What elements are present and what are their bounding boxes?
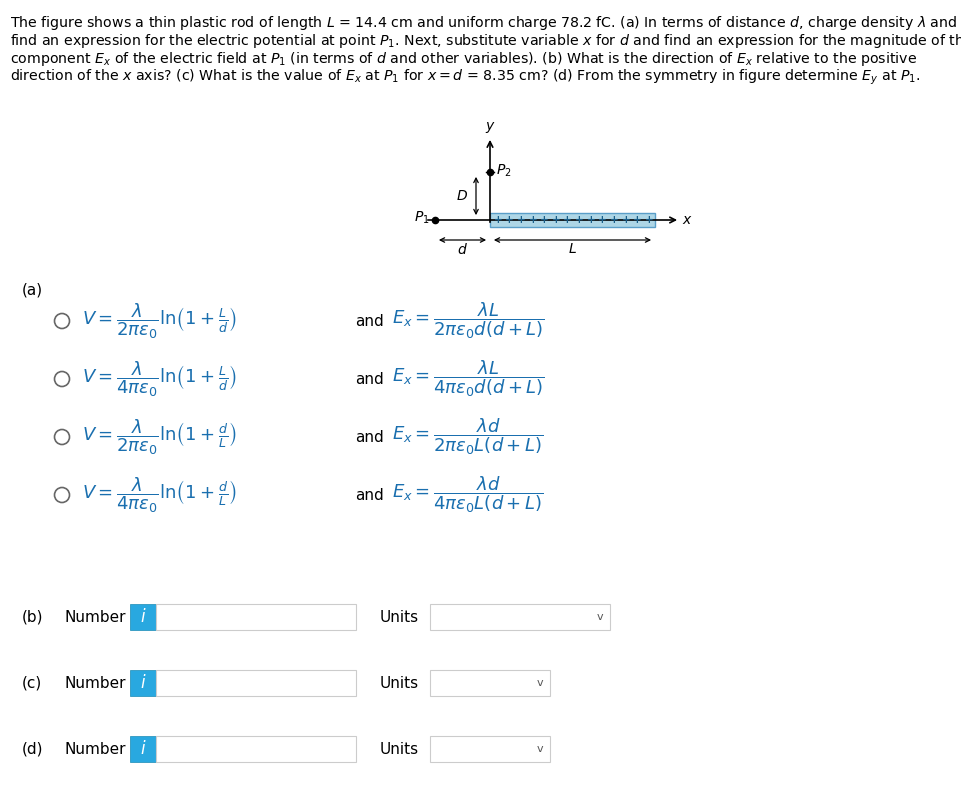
Text: +: +	[586, 215, 595, 225]
Text: Number: Number	[65, 742, 127, 756]
Text: $V = \dfrac{\lambda}{4\pi\varepsilon_0}\ln\!\left(1 + \frac{d}{L}\right)$: $V = \dfrac{\lambda}{4\pi\varepsilon_0}\…	[82, 475, 236, 515]
Text: Units: Units	[380, 609, 419, 625]
Text: $P_1$: $P_1$	[414, 210, 430, 226]
FancyBboxPatch shape	[156, 604, 356, 630]
Text: (c): (c)	[22, 675, 42, 690]
Text: and: and	[355, 371, 383, 386]
Text: Number: Number	[65, 675, 127, 690]
Text: $E_x = \dfrac{\lambda d}{4\pi\varepsilon_0 L(d + L)}$: $E_x = \dfrac{\lambda d}{4\pi\varepsilon…	[392, 474, 544, 515]
Text: v: v	[536, 678, 543, 688]
FancyBboxPatch shape	[130, 670, 156, 696]
Text: $E_x = \dfrac{\lambda d}{2\pi\varepsilon_0 L(d + L)}$: $E_x = \dfrac{\lambda d}{2\pi\varepsilon…	[392, 417, 544, 457]
Text: +: +	[563, 215, 572, 225]
Text: direction of the $x$ axis? (c) What is the value of $E_x$ at $P_1$ for $x = d$ =: direction of the $x$ axis? (c) What is t…	[10, 68, 921, 87]
FancyBboxPatch shape	[430, 736, 550, 762]
Text: $i$: $i$	[139, 740, 146, 758]
Text: and: and	[355, 429, 383, 444]
Text: +: +	[575, 215, 583, 225]
Text: $d$: $d$	[457, 242, 468, 257]
Text: component $E_x$ of the electric field at $P_1$ (in terms of $d$ and other variab: component $E_x$ of the electric field at…	[10, 50, 917, 68]
Text: Units: Units	[380, 742, 419, 756]
Text: $E_x = \dfrac{\lambda L}{4\pi\varepsilon_0 d(d + L)}$: $E_x = \dfrac{\lambda L}{4\pi\varepsilon…	[392, 359, 545, 400]
Text: +: +	[552, 215, 560, 225]
Text: $i$: $i$	[139, 608, 146, 626]
Text: $V = \dfrac{\lambda}{2\pi\varepsilon_0}\ln\!\left(1 + \frac{L}{d}\right)$: $V = \dfrac{\lambda}{2\pi\varepsilon_0}\…	[82, 301, 236, 341]
Text: $P_2$: $P_2$	[496, 163, 511, 179]
Text: $V = \dfrac{\lambda}{2\pi\varepsilon_0}\ln\!\left(1 + \frac{d}{L}\right)$: $V = \dfrac{\lambda}{2\pi\varepsilon_0}\…	[82, 417, 236, 457]
Text: +: +	[505, 215, 514, 225]
Text: $y$: $y$	[484, 120, 495, 135]
Text: and: and	[355, 488, 383, 503]
Text: and: and	[355, 314, 383, 329]
Text: $i$: $i$	[139, 674, 146, 692]
Text: +: +	[645, 215, 653, 225]
Text: $E_x = \dfrac{\lambda L}{2\pi\varepsilon_0 d(d + L)}$: $E_x = \dfrac{\lambda L}{2\pi\varepsilon…	[392, 301, 545, 341]
FancyBboxPatch shape	[156, 736, 356, 762]
Text: +: +	[622, 215, 630, 225]
Text: find an expression for the electric potential at point $P_1$. Next, substitute v: find an expression for the electric pote…	[10, 32, 961, 50]
Text: (d): (d)	[22, 742, 43, 756]
Text: +: +	[529, 215, 537, 225]
Text: $L$: $L$	[568, 242, 577, 256]
Text: +: +	[598, 215, 607, 225]
FancyBboxPatch shape	[490, 213, 655, 227]
FancyBboxPatch shape	[430, 604, 610, 630]
Text: +: +	[633, 215, 642, 225]
Text: $V = \dfrac{\lambda}{4\pi\varepsilon_0}\ln\!\left(1 + \frac{L}{d}\right)$: $V = \dfrac{\lambda}{4\pi\varepsilon_0}\…	[82, 359, 236, 399]
Text: v: v	[597, 612, 604, 622]
Text: Units: Units	[380, 675, 419, 690]
Text: $D$: $D$	[456, 189, 468, 203]
FancyBboxPatch shape	[130, 736, 156, 762]
Text: +: +	[540, 215, 549, 225]
Text: $x$: $x$	[682, 213, 693, 227]
Text: Number: Number	[65, 609, 127, 625]
Text: (b): (b)	[22, 609, 43, 625]
Text: +: +	[517, 215, 526, 225]
FancyBboxPatch shape	[430, 670, 550, 696]
Text: (a): (a)	[22, 283, 43, 298]
FancyBboxPatch shape	[130, 604, 156, 630]
Text: v: v	[536, 744, 543, 754]
Text: +: +	[610, 215, 619, 225]
Text: The figure shows a thin plastic rod of length $L$ = 14.4 cm and uniform charge 7: The figure shows a thin plastic rod of l…	[10, 14, 961, 32]
FancyBboxPatch shape	[156, 670, 356, 696]
Text: +: +	[494, 215, 503, 225]
